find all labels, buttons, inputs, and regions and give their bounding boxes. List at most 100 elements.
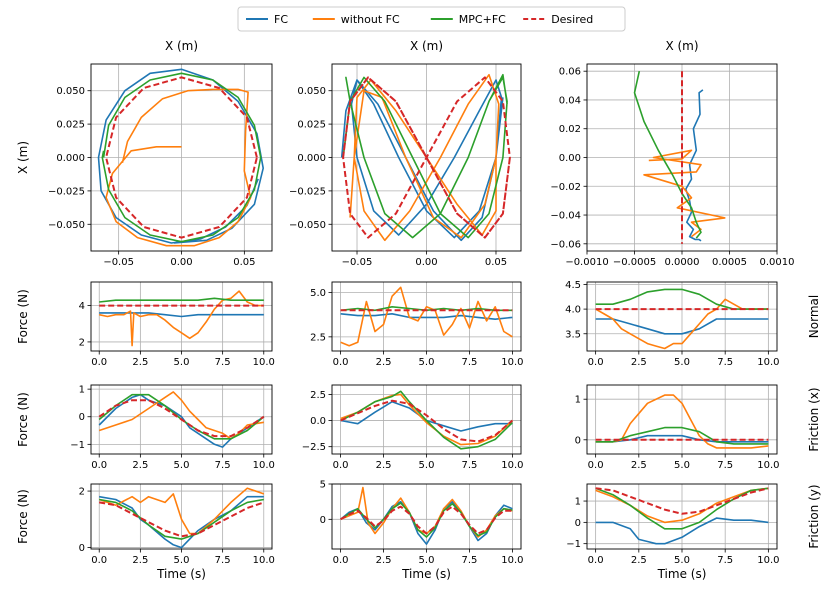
y-tick-label-0: 2.5 — [310, 332, 326, 343]
panel-r1c0: 0.0 2.5 5.0 7.5 10.0 2 4 Force (N) — [16, 281, 275, 368]
x-tick-label-2: 5.0 — [419, 460, 435, 471]
column-title-0: X (m) — [165, 39, 198, 53]
series-group — [595, 394, 769, 449]
panel-r3c2: 0.0 2.5 5.0 7.5 10.0 −1 0 1 Time (s) — [566, 483, 779, 581]
series-fc — [340, 312, 513, 321]
legend-label-3: Desired — [551, 13, 593, 26]
x-tick-label-2: 0.05 — [485, 257, 507, 268]
x-tick-label-0: 0.0 — [91, 555, 107, 566]
y-tick-label-0: −1 — [566, 539, 581, 550]
series-without-fc — [595, 298, 769, 350]
y-tick-label-2: 1 — [575, 497, 581, 508]
x-tick-label-1: 2.5 — [376, 460, 392, 471]
series-fc — [684, 89, 704, 242]
y-tick-label-0: −2.5 — [302, 442, 326, 453]
y-tick-label-0: −1 — [70, 440, 85, 451]
series-desired — [99, 501, 265, 538]
x-tick-label-4: 10.0 — [253, 357, 275, 368]
panel-r3c1: 0.0 2.5 5.0 7.5 10.0 0 5 Time (s) — [320, 480, 524, 582]
y-tick-label-1: −0.025 — [289, 186, 326, 197]
row-label-3: Friction (y) — [807, 484, 821, 548]
x-tick-label-2: 5.0 — [174, 460, 190, 471]
x-tick-label-3: 7.5 — [215, 555, 231, 566]
x-tick-label-4: 10.0 — [501, 460, 523, 471]
y-tick-label-3: 0.025 — [297, 120, 326, 131]
x-tick-label-1: 2.5 — [631, 555, 647, 566]
x-tick-label-4: 10.0 — [253, 460, 275, 471]
grid — [91, 64, 272, 251]
x-tick-label-3: 7.5 — [462, 460, 478, 471]
series-mpc-fc — [340, 390, 513, 450]
x-tick-label-3: 0.0005 — [712, 257, 747, 268]
y-tick-label-1: −0.025 — [48, 186, 85, 197]
y-tick-label-1: 2 — [79, 487, 85, 498]
x-tick-label-2: 5.0 — [674, 555, 690, 566]
series-mpc-fc — [595, 487, 769, 530]
grid — [332, 282, 521, 351]
y-tick-label-0: 3.5 — [565, 329, 581, 340]
panel-r2c1: 0.0 2.5 5.0 7.5 10.0 −2.5 0.0 2.5 — [302, 384, 524, 471]
x-tick-label-3: 7.5 — [215, 357, 231, 368]
series-mpc-fc — [99, 498, 264, 540]
y-axis-label: Force (N) — [16, 289, 30, 344]
series-fc — [595, 517, 769, 545]
series-group — [99, 290, 264, 347]
series-fc — [340, 79, 504, 242]
y-tick-label-0: 2 — [79, 337, 85, 348]
series-without-fc — [340, 286, 513, 347]
x-tick-label-0: 0.0 — [588, 460, 604, 471]
series-mpc-fc — [340, 502, 513, 538]
x-tick-label-0: 0.0 — [588, 357, 604, 368]
x-tick-label-0: 0.0 — [333, 460, 349, 471]
x-tick-label-4: 10.0 — [757, 555, 779, 566]
panel-r1c1: 0.0 2.5 5.0 7.5 10.0 2.5 5.0 — [310, 281, 524, 368]
x-tick-label-0: 0.0 — [588, 555, 604, 566]
series-group — [340, 286, 513, 347]
y-tick-label-5: 0.04 — [559, 95, 581, 106]
y-tick-label-1: 0.0 — [310, 416, 326, 427]
x-tick-label-1: 2.5 — [631, 460, 647, 471]
x-tick-label-2: 5.0 — [674, 357, 690, 368]
x-tick-label-1: 2.5 — [132, 460, 148, 471]
x-tick-label-0: 0.0 — [333, 555, 349, 566]
y-axis-label: Force (N) — [16, 392, 30, 447]
x-tick-label-3: 7.5 — [717, 357, 733, 368]
series-mpc-fc — [342, 73, 508, 239]
y-tick-label-2: 2.5 — [310, 390, 326, 401]
row-label-2: Friction (x) — [807, 387, 821, 451]
series-group — [98, 487, 265, 549]
series-desired — [340, 399, 514, 443]
series-mpc-fc — [101, 72, 262, 243]
panel-r3c0: 0.0 2.5 5.0 7.5 10.0 0 2 Force (N) Time (s) — [16, 483, 275, 581]
series-group — [595, 487, 769, 545]
y-tick-label-2: −0.02 — [550, 182, 581, 193]
x-tick-label-3: 7.5 — [717, 460, 733, 471]
y-tick-label-4: 0.050 — [56, 86, 85, 97]
legend-label-1: without FC — [341, 13, 400, 26]
y-tick-label-2: 1 — [79, 385, 85, 396]
panel-r0c1: −0.05 0.00 0.05 −0.050 −0.025 0.000 0.025 0.050 — [289, 63, 522, 268]
x-tick-label-2: 0.05 — [233, 257, 255, 268]
series-without-fc — [643, 149, 726, 238]
x-tick-label-2: 5.0 — [174, 555, 190, 566]
grid — [332, 483, 521, 549]
series-fc — [595, 318, 769, 335]
y-tick-label-0: 0 — [320, 515, 326, 526]
y-tick-label-3: 0.00 — [559, 153, 581, 164]
y-tick-label-1: 0 — [575, 518, 581, 529]
x-tick-label-4: 10.0 — [501, 357, 523, 368]
y-tick-label-0: −0.050 — [48, 220, 85, 231]
x-tick-label-1: 2.5 — [376, 555, 392, 566]
x-tick-label-2: 5.0 — [674, 460, 690, 471]
series-mpc-fc — [595, 426, 769, 445]
y-tick-label-1: 1 — [575, 395, 581, 406]
x-tick-label-4: 0.0010 — [760, 257, 795, 268]
x-tick-label-4: 10.0 — [757, 357, 779, 368]
x-tick-label-1: 2.5 — [132, 357, 148, 368]
x-tick-label-1: 0.00 — [170, 257, 192, 268]
series-group — [97, 68, 265, 247]
row-label-1: Normal — [807, 295, 821, 338]
y-tick-label-1: 4.0 — [565, 305, 581, 316]
y-tick-label-0: 0 — [79, 543, 85, 554]
